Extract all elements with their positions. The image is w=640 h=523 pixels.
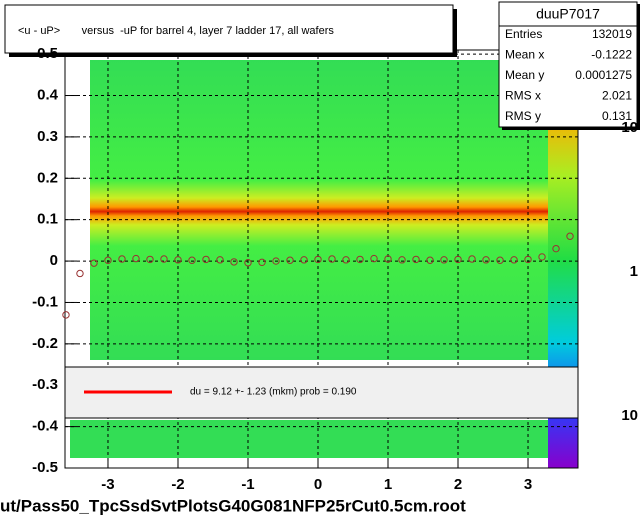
profile-point: [482, 256, 490, 264]
y-tick-label: -0.4: [32, 418, 59, 435]
profile-point: [300, 256, 308, 264]
profile-point: [174, 256, 182, 264]
stats: Entries 132019 Mean x -0.1222 Mean y 0.000127…: [505, 27, 632, 123]
y-tick-label: -0.5: [32, 459, 58, 476]
profile-point: [454, 255, 462, 264]
profile-point: [314, 255, 322, 264]
profile-point: [356, 255, 364, 264]
profile-point: [538, 253, 546, 261]
profile-point: [384, 255, 392, 263]
stats-box: [498, 1, 638, 128]
stats-value: 132019: [592, 27, 632, 41]
profile-point: [62, 311, 70, 319]
stats-label: RMS x: [505, 89, 541, 103]
y-tick-label: -0.2: [32, 335, 58, 352]
profile-point: [566, 232, 574, 240]
x-tick-label: 0: [314, 476, 322, 493]
y-tick-label: 0.4: [37, 86, 59, 103]
heatmap-area: [90, 60, 548, 360]
profile-point: [552, 244, 560, 253]
profile-point: [160, 255, 168, 263]
profile-point: [328, 255, 336, 263]
profile-point: [188, 256, 196, 264]
stats-value: 0.0001275: [575, 68, 632, 82]
profile-point: [230, 258, 238, 266]
profile: [62, 232, 574, 319]
profile-point: [398, 256, 406, 264]
profile-point: [202, 255, 210, 264]
x-tick-label: -2: [171, 476, 184, 493]
color-bar-labels: 10 1 10: [621, 119, 638, 424]
profile-point: [146, 255, 154, 264]
profile-point: [510, 256, 518, 264]
profile-point: [468, 255, 476, 263]
x-tick-label: 1: [384, 476, 392, 493]
fit-legend-text: du = 9.12 +- 1.23 (mkm) prob = 0.190: [190, 387, 357, 398]
profile-point: [440, 256, 448, 264]
profile-point: [342, 256, 350, 264]
stats-value: -0.1222: [591, 48, 632, 62]
profile-point: [496, 256, 504, 264]
y-tick-label: 0.5: [37, 45, 58, 62]
profile-point: [244, 259, 252, 267]
profile-point: [216, 256, 224, 264]
y-tick-label: -0.3: [32, 376, 58, 393]
stats-label: RMS y: [505, 109, 541, 123]
title-box: [4, 4, 454, 54]
profile-point: [118, 255, 126, 263]
profile-point: [272, 257, 280, 265]
stats-label: Entries: [505, 27, 542, 41]
stats-label: Mean y: [505, 68, 544, 82]
profile-point: [524, 255, 532, 264]
y-tick-label: -0.1: [32, 293, 58, 310]
profile-point: [76, 269, 84, 278]
color-bar-label: 1: [630, 263, 638, 280]
y-tick-label: 0.3: [37, 128, 58, 145]
color-bar-label: 10: [621, 119, 638, 136]
y-tick-label: 0.2: [37, 169, 58, 186]
x-tick-label: 2: [454, 476, 462, 493]
heatmap-area: [70, 420, 548, 458]
profile-point: [426, 256, 434, 264]
y-tick-label: 0: [50, 252, 58, 269]
stats-value: 0.131: [602, 109, 632, 123]
profile-point: [370, 254, 378, 263]
profile-point: [104, 256, 112, 264]
x-tick-label: 3: [524, 476, 532, 493]
y-tick-label: 0.1: [37, 211, 58, 228]
x-tick-label: -1: [241, 476, 254, 493]
x-tick-label: -3: [101, 476, 114, 493]
profile-point: [258, 258, 266, 267]
profile-point: [90, 259, 98, 267]
x-axis-label: ut/Pass50_TpcSsdSvtPlotsG40G081NFP25rCut…: [0, 496, 466, 515]
profile-point: [286, 256, 294, 264]
color-bar-label: 10: [621, 407, 638, 424]
profile-point: [412, 255, 420, 264]
stats-value: 2.021: [602, 89, 632, 103]
chart-title: <u - uP> versus -uP for barrel 4, layer …: [18, 25, 334, 37]
stats-title: duuP7017: [536, 6, 600, 22]
profile-point: [132, 254, 140, 263]
stats-label: Mean x: [505, 48, 544, 62]
